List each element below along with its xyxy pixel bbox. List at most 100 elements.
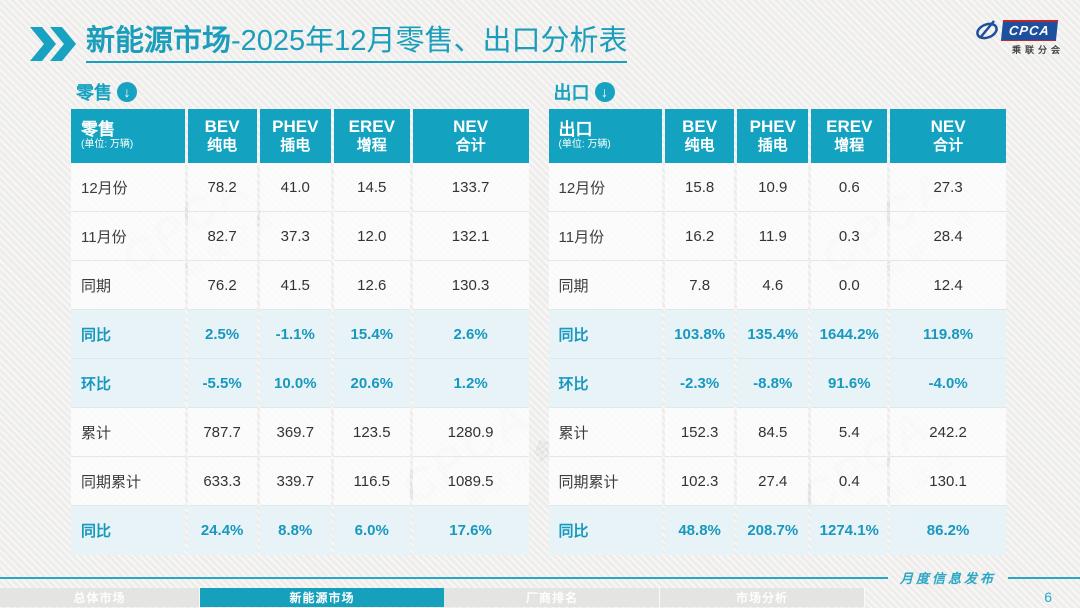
cell-value: 4.6	[737, 261, 809, 310]
cell-value: 10.9	[737, 163, 809, 212]
cell-value: 369.7	[259, 408, 331, 457]
row-label: 环比	[71, 359, 185, 408]
cell-value: 6.0%	[333, 506, 410, 555]
cell-value: 0.6	[811, 163, 888, 212]
cell-value: 24.4%	[187, 506, 257, 555]
row-label: 12月份	[548, 163, 663, 212]
retail-header-row: 零售 (单位: 万辆) BEV 纯电 PHEV 插电 EREV 增程 NEV 合计	[71, 109, 529, 163]
cell-value: 10.0%	[259, 359, 331, 408]
down-arrow-icon: ↓	[117, 82, 137, 102]
cell-value: 7.8	[665, 261, 735, 310]
row-label: 环比	[548, 359, 663, 408]
cell-value: 1.2%	[412, 359, 529, 408]
cpca-logo-text: CPCA	[1000, 19, 1058, 41]
cell-value: 116.5	[333, 457, 410, 506]
retail-section-text: 零售	[76, 83, 112, 103]
cell-value: 132.1	[412, 212, 529, 261]
cell-value: -1.1%	[259, 310, 331, 359]
retail-col-erev: EREV 增程	[333, 109, 410, 163]
cell-value: 84.5	[737, 408, 809, 457]
row-label: 同期	[548, 261, 663, 310]
cell-value: 242.2	[890, 408, 1006, 457]
tables-region: 零售 ↓ 零售 (单位: 万辆) BEV 纯电 PHEV 插电 EREV 增程 NEV 合计 12月份 7…	[68, 80, 1009, 555]
col-en-label: BEV	[204, 116, 240, 136]
export-col-phev: PHEV 插电	[737, 109, 809, 163]
cell-value: 787.7	[187, 408, 257, 457]
col-zh-label: 插电	[757, 137, 788, 155]
col-en-label: BEV	[682, 116, 718, 136]
cpca-swoosh-icon	[976, 20, 998, 40]
cpca-logo: CPCA 乘联分会	[974, 18, 1064, 56]
cell-value: 1280.9	[412, 408, 529, 457]
cell-value: 15.8	[665, 163, 735, 212]
footer-tab-2[interactable]: 新能源市场	[200, 588, 445, 607]
export-row-0: 12月份 15.8 10.9 0.6 27.3	[548, 163, 1006, 212]
cell-value: 135.4%	[737, 310, 809, 359]
cell-value: 1089.5	[412, 457, 529, 506]
col-en-label: PHEV	[749, 116, 796, 136]
export-col-erev: EREV 增程	[811, 109, 888, 163]
retail-section-label: 零售 ↓	[76, 80, 532, 104]
cell-value: 12.4	[890, 261, 1006, 310]
cell-value: 14.5	[333, 163, 410, 212]
cell-value: 37.3	[259, 212, 331, 261]
footer-rule-right	[1008, 576, 1080, 579]
export-header-row: 出口 (单位: 万辆) BEV 纯电 PHEV 插电 EREV 增程 NEV 合计	[548, 109, 1006, 163]
export-table-block: 出口 ↓ 出口 (单位: 万辆) BEV 纯电 PHEV 插电 EREV 增程 NEV 合计 12月份 1…	[546, 80, 1010, 555]
row-label: 同期累计	[548, 457, 663, 506]
cell-value: 16.2	[665, 212, 735, 261]
col-en-label: NEV	[453, 116, 489, 136]
row-label: 同比	[548, 310, 663, 359]
cell-value: -5.5%	[187, 359, 257, 408]
cell-value: 11.9	[737, 212, 809, 261]
footer-tab-1[interactable]: 总体市场	[0, 588, 200, 607]
cell-value: 130.1	[890, 457, 1006, 506]
footer-tab-3[interactable]: 厂商排名	[445, 588, 660, 607]
cell-value: 27.4	[737, 457, 809, 506]
export-row-7: 同比 48.8% 208.7% 1274.1% 86.2%	[548, 506, 1006, 555]
export-corner-cell: 出口 (单位: 万辆)	[548, 109, 663, 163]
page-title-rest: -2025年12月零售、出口分析表	[231, 25, 628, 57]
cell-value: 27.3	[890, 163, 1006, 212]
cell-value: 91.6%	[811, 359, 888, 408]
cell-value: 130.3	[412, 261, 529, 310]
retail-table-block: 零售 ↓ 零售 (单位: 万辆) BEV 纯电 PHEV 插电 EREV 增程 NEV 合计 12月份 7…	[68, 80, 532, 555]
cell-value: 103.8%	[665, 310, 735, 359]
row-label: 12月份	[71, 163, 185, 212]
retail-row-1: 11月份 82.7 37.3 12.0 132.1	[71, 212, 529, 261]
cell-value: 0.3	[811, 212, 888, 261]
footer-rule-left	[0, 576, 888, 579]
retail-row-2: 同期 76.2 41.5 12.6 130.3	[71, 261, 529, 310]
col-zh-label: 增程	[834, 137, 865, 155]
cell-value: -2.3%	[665, 359, 735, 408]
cell-value: 208.7%	[737, 506, 809, 555]
cell-value: 41.0	[259, 163, 331, 212]
cell-value: 15.4%	[333, 310, 410, 359]
page-title: 新能源市场-2025年12月零售、出口分析表	[86, 25, 628, 63]
retail-col-nev: NEV 合计	[412, 109, 529, 163]
footer-tab-4[interactable]: 市场分析	[660, 588, 865, 607]
cell-value: 28.4	[890, 212, 1006, 261]
retail-row-0: 12月份 78.2 41.0 14.5 133.7	[71, 163, 529, 212]
export-row-1: 11月份 16.2 11.9 0.3 28.4	[548, 212, 1006, 261]
export-section-label: 出口 ↓	[554, 80, 1010, 104]
cell-value: 1274.1%	[811, 506, 888, 555]
cell-value: 119.8%	[890, 310, 1006, 359]
cell-value: 12.0	[333, 212, 410, 261]
col-zh-label: 纯电	[207, 137, 238, 155]
cell-value: 0.4	[811, 457, 888, 506]
export-col-bev: BEV 纯电	[665, 109, 735, 163]
cell-value: -8.8%	[737, 359, 809, 408]
cell-value: 1644.2%	[811, 310, 888, 359]
cell-value: 0.0	[811, 261, 888, 310]
cell-value: 78.2	[187, 163, 257, 212]
cpca-logo-subtitle: 乘联分会	[1011, 45, 1064, 55]
row-label: 累计	[71, 408, 185, 457]
col-zh-label: 合计	[455, 137, 486, 155]
export-section-text: 出口	[553, 83, 590, 103]
cell-value: -4.0%	[890, 359, 1006, 408]
row-label: 同期	[71, 261, 185, 310]
release-label: 月度信息发布	[899, 571, 996, 586]
cell-value: 8.8%	[259, 506, 331, 555]
